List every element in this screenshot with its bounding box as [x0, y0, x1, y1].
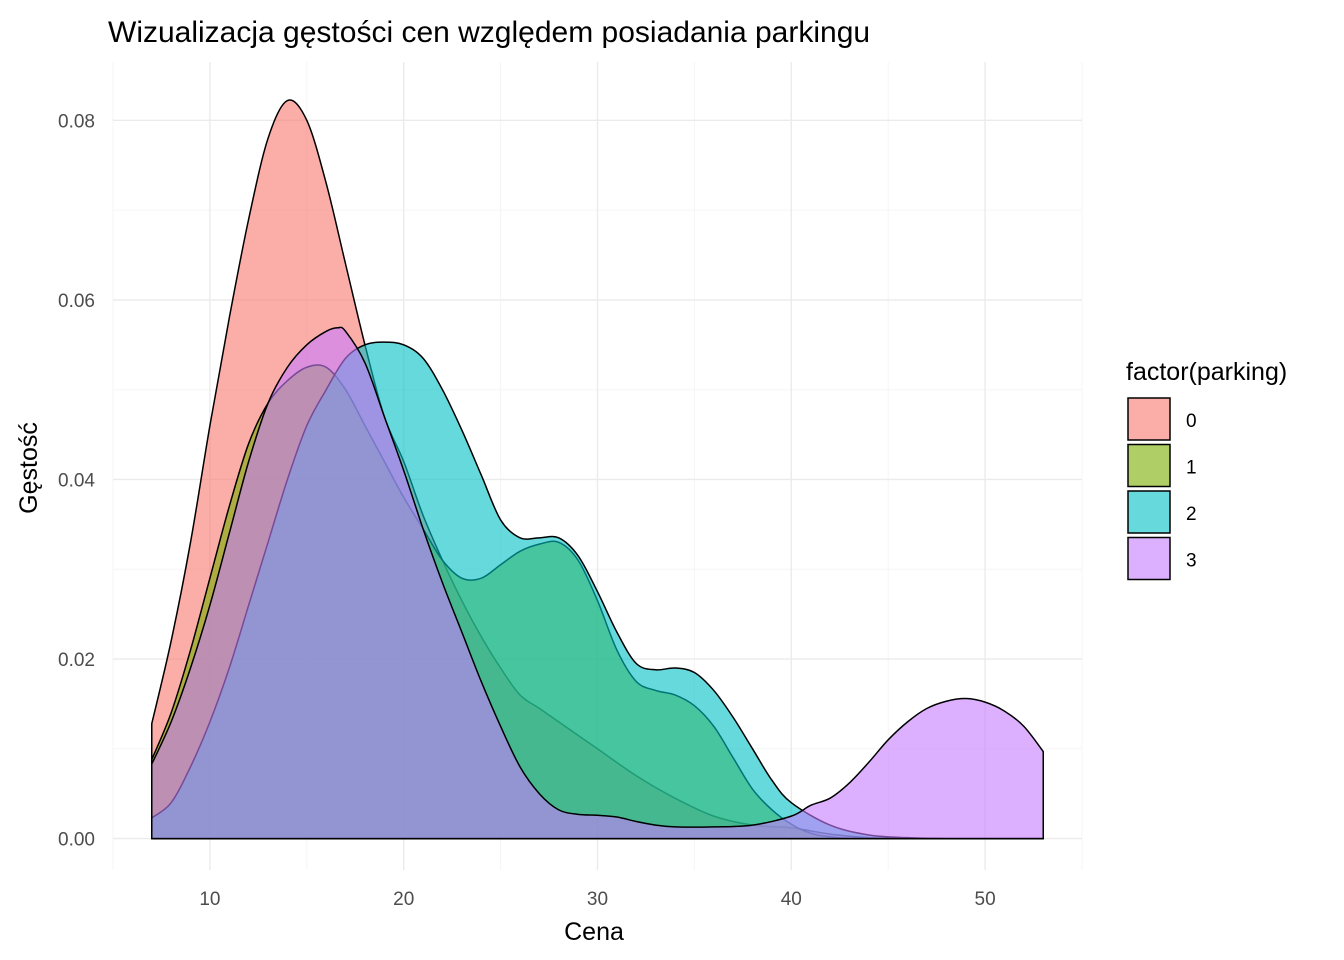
legend-key-2	[1127, 490, 1171, 534]
x-tick-label: 20	[393, 889, 414, 910]
legend: factor(parking) 0 1 2 3	[1126, 358, 1287, 581]
x-tick-label: 30	[587, 889, 608, 910]
y-axis-title: Gęstość	[15, 422, 43, 514]
x-tick-label: 50	[975, 889, 996, 910]
legend-title: factor(parking)	[1126, 358, 1287, 386]
legend-label-1: 1	[1186, 458, 1197, 479]
legend-key-1	[1127, 443, 1171, 488]
legend-label-3: 3	[1186, 551, 1197, 572]
legend-label-0: 0	[1186, 411, 1197, 432]
legend-key-3	[1127, 536, 1171, 581]
x-axis-ticks: 10 20 30 40 50	[199, 889, 995, 910]
x-axis-title: Cena	[564, 918, 624, 946]
y-tick-label: 0.08	[58, 111, 95, 132]
y-tick-label: 0.06	[58, 291, 95, 312]
density-area-3	[151, 326, 1044, 840]
y-tick-label: 0.04	[58, 470, 95, 491]
legend-key-0	[1127, 397, 1171, 441]
chart-title: Wizualizacja gęstości cen względem posia…	[108, 16, 870, 49]
x-tick-label: 10	[199, 889, 220, 910]
y-tick-label: 0.02	[58, 650, 95, 671]
y-tick-label: 0.00	[58, 830, 95, 851]
x-tick-label: 40	[781, 889, 802, 910]
density-areas	[151, 99, 1044, 840]
legend-label-2: 2	[1186, 504, 1197, 525]
y-axis-ticks: 0.00 0.02 0.04 0.06 0.08	[58, 111, 95, 850]
legend-items: 0 1 2 3	[1127, 397, 1197, 581]
